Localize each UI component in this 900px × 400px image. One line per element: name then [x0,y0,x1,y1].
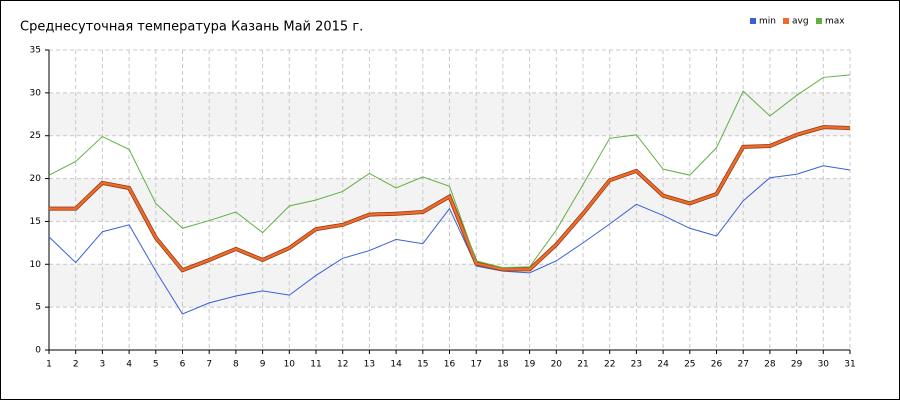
legend-label: min [759,17,776,27]
x-tick-label: 27 [737,360,748,370]
x-tick-label: 4 [126,360,132,370]
x-tick-label: 19 [524,360,536,370]
x-tick-label: 3 [100,360,106,370]
x-tick-label: 1 [46,360,52,370]
x-tick-label: 23 [631,360,642,370]
y-tick-label: 5 [35,303,41,313]
x-tick-label: 22 [604,360,615,370]
legend-label: max [825,17,845,27]
x-tick-label: 9 [260,360,266,370]
series-line [49,125,851,272]
x-tick-label: 2 [73,360,79,370]
x-tick-label: 7 [206,360,212,370]
x-tick-label: 15 [417,360,428,370]
x-tick-label: 13 [364,360,375,370]
x-tick-label: 30 [818,360,830,370]
y-tick-label: 35 [30,46,41,56]
x-tick-label: 10 [284,360,296,370]
y-tick-label: 15 [30,217,41,227]
y-tick-label: 30 [30,88,42,98]
legend-label: avg [792,17,809,27]
x-tick-label: 25 [684,360,695,370]
x-tick-label: 26 [711,360,723,370]
x-tick-label: 12 [337,360,348,370]
y-tick-label: 25 [30,131,41,141]
x-tick-label: 31 [844,360,855,370]
x-tick-label: 20 [551,360,563,370]
x-tick-label: 24 [657,360,669,370]
x-tick-label: 8 [233,360,239,370]
legend-swatch [816,18,822,24]
x-tick-label: 5 [153,360,159,370]
y-tick-label: 20 [30,174,42,184]
x-tick-label: 6 [180,360,186,370]
x-tick-label: 18 [497,360,509,370]
y-tick-label: 10 [30,260,42,270]
x-tick-label: 11 [310,360,321,370]
y-tick-label: 0 [35,346,41,356]
x-tick-label: 29 [791,360,803,370]
legend-swatch [750,18,756,24]
x-tick-label: 21 [577,360,588,370]
chart-title: Среднесуточная температура Казань Май 20… [20,20,363,35]
x-tick-label: 17 [470,360,481,370]
series-line [48,165,851,315]
legend-swatch [783,18,789,24]
series-line [48,74,851,269]
x-tick-label: 28 [764,360,776,370]
x-tick-label: 14 [390,360,402,370]
x-tick-label: 16 [444,360,456,370]
